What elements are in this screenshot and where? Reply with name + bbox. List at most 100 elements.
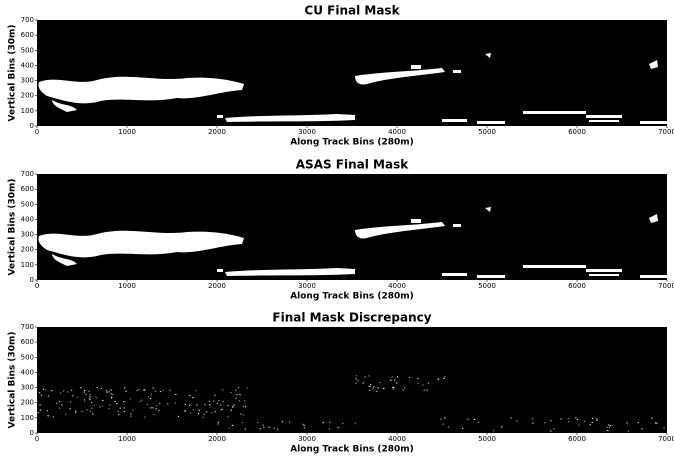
mask-pixel xyxy=(259,428,261,430)
mask-pixel xyxy=(355,378,357,380)
mask-pixel xyxy=(86,409,88,411)
mask-pixel xyxy=(214,394,216,396)
mask-pixel xyxy=(230,409,232,411)
y-tick-label: 200 xyxy=(21,399,34,407)
mask-pixel xyxy=(379,382,381,384)
mask-pixel xyxy=(426,389,428,391)
chart-title: CU Final Mask xyxy=(304,4,400,18)
mask-pixel xyxy=(328,428,331,430)
mask-pixel xyxy=(109,404,111,406)
mask-pixel xyxy=(123,401,125,403)
x-axis-label: Along Track Bins (280m) xyxy=(290,445,414,455)
mask-pixel xyxy=(70,389,73,391)
mask-pixel xyxy=(83,390,86,392)
y-axis-label: Vertical Bins (30m) xyxy=(8,24,18,121)
mask-pixel xyxy=(394,379,396,381)
mask-pixel xyxy=(408,377,411,379)
mask-pixel xyxy=(241,422,244,424)
mask-pixel xyxy=(39,392,41,394)
mask-pixel xyxy=(118,414,120,416)
mask-pixel xyxy=(123,411,126,413)
mask-pixel xyxy=(141,399,143,401)
mask-pixel xyxy=(202,416,204,418)
mask-pixel xyxy=(510,417,512,419)
mask-pixel xyxy=(357,380,359,382)
mask-pixel xyxy=(56,402,58,404)
mask-pixel xyxy=(303,427,305,429)
mask-pixel xyxy=(189,395,191,397)
mask-pixel xyxy=(96,387,98,389)
mask-pixel xyxy=(88,390,90,392)
mask-pixel xyxy=(281,421,283,423)
mask-pixel xyxy=(232,406,234,408)
mask-pixel xyxy=(99,406,101,408)
mask-pixel xyxy=(111,393,113,395)
mask-pixel xyxy=(373,386,375,388)
mask-pixel xyxy=(89,399,91,401)
mask-pixel xyxy=(108,391,110,393)
mask-pixel xyxy=(217,421,219,423)
mask-pixel xyxy=(516,420,518,422)
mask-pixel xyxy=(91,407,93,409)
x-tick-label: 4000 xyxy=(388,128,406,136)
mask-pixel xyxy=(89,394,91,396)
y-tick-label: 400 xyxy=(21,215,34,223)
mask-pixel xyxy=(276,428,279,430)
mask-pixel xyxy=(184,410,186,412)
x-tick-label: 6000 xyxy=(568,282,586,290)
mask-pixel xyxy=(119,407,121,409)
mask-pixel xyxy=(52,416,55,418)
mask-pixel xyxy=(592,417,594,419)
mask-pixel xyxy=(198,409,200,411)
y-axis-label: Vertical Bins (30m) xyxy=(8,178,18,275)
mask-pixel xyxy=(473,418,476,420)
mask-pixel xyxy=(216,402,218,404)
mask-pixel xyxy=(159,391,162,393)
plot-area xyxy=(37,20,667,126)
mask-pixel xyxy=(150,398,152,400)
mask-pixel xyxy=(204,404,206,406)
mask-pixel xyxy=(40,394,43,396)
mask-pixel xyxy=(369,385,371,387)
mask-pixel xyxy=(93,404,96,406)
x-tick-label: 5000 xyxy=(478,435,496,443)
mask-pixel xyxy=(417,378,419,380)
mask-pixel xyxy=(124,387,126,389)
mask-pixel xyxy=(368,375,370,377)
mask-pixel xyxy=(130,413,132,415)
mask-pixel xyxy=(655,422,657,424)
mask-pixel xyxy=(151,407,153,409)
mask-pixel xyxy=(92,413,94,415)
mask-pixel xyxy=(47,415,49,417)
mask-pixel xyxy=(143,389,145,391)
mask-pixel xyxy=(42,388,45,390)
mask-pixel xyxy=(203,413,205,415)
mask-pixel xyxy=(637,422,639,424)
mask-pixel xyxy=(607,424,610,426)
mask-pixel xyxy=(144,416,146,418)
x-tick-label: 4000 xyxy=(388,435,406,443)
mask-pixel xyxy=(376,390,378,392)
mask-pixel xyxy=(218,400,220,402)
mask-pixel xyxy=(544,422,546,424)
mask-pixel xyxy=(238,400,240,402)
mask-pixel xyxy=(72,395,74,397)
mask-pixel xyxy=(531,418,534,420)
mask-pixel xyxy=(136,389,138,391)
mask-pixel xyxy=(123,407,125,409)
mask-pixel xyxy=(89,396,91,398)
mask-pixel xyxy=(162,390,164,392)
mask-pixel xyxy=(342,422,344,424)
y-tick-label: 500 xyxy=(21,353,34,361)
mask-pixel xyxy=(478,421,480,423)
x-tick-label: 2000 xyxy=(208,435,226,443)
mask-pixel xyxy=(117,410,119,412)
mask-pixel xyxy=(149,407,151,409)
mask-pixel xyxy=(90,401,93,403)
mask-pixel xyxy=(391,376,393,378)
mask-pixel xyxy=(289,421,291,423)
mask-pixel xyxy=(438,378,440,380)
mask-pixel xyxy=(231,424,233,426)
mask-pixel xyxy=(206,411,208,413)
